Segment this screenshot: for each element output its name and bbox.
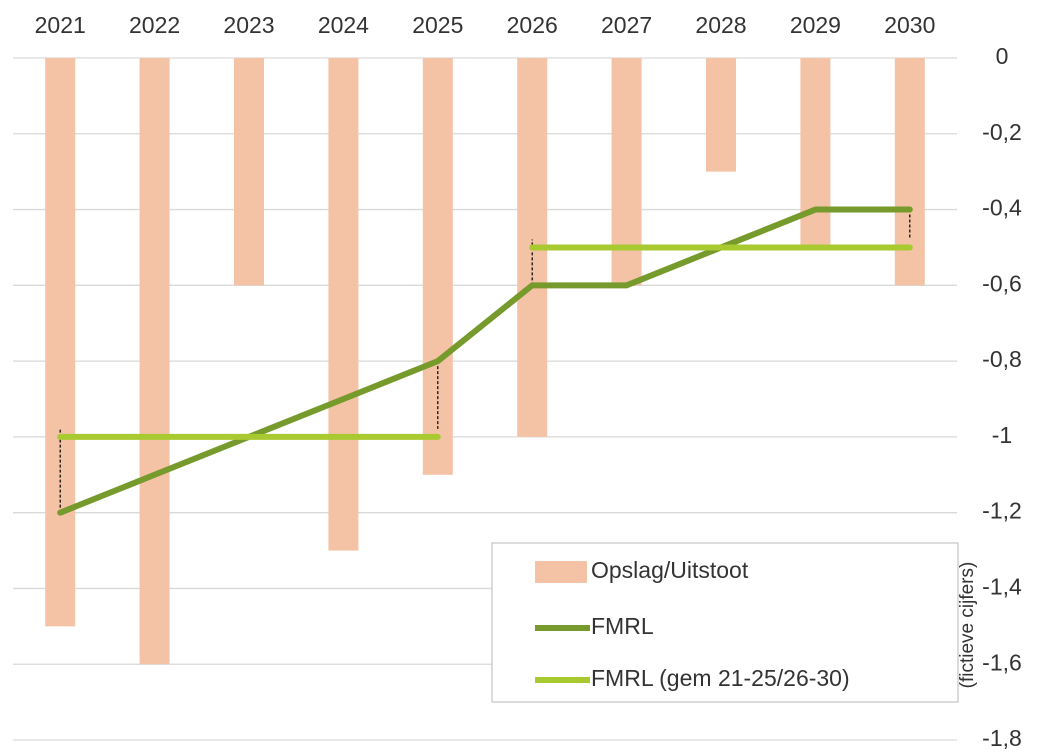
bar [234, 58, 264, 286]
x-tick-label: 2027 [601, 12, 652, 38]
bar [328, 58, 359, 551]
x-tick-label: 2029 [790, 12, 841, 38]
y-tick-label: -1,6 [982, 649, 1022, 675]
y-tick-label: -1,2 [982, 498, 1022, 524]
y-axis-label: (fictieve cijfers) [957, 562, 978, 689]
bar [706, 58, 736, 172]
bar [800, 58, 831, 248]
x-tick-label: 2025 [412, 12, 463, 38]
x-tick-label: 2024 [318, 12, 369, 38]
bar [611, 58, 642, 286]
y-tick-label: -0,4 [982, 195, 1022, 221]
bar [422, 58, 453, 475]
x-tick-label: 2026 [507, 12, 558, 38]
legend-swatch [535, 561, 587, 583]
bar [45, 58, 76, 627]
y-tick-label: -1,8 [982, 725, 1022, 751]
x-tick-label: 2023 [223, 12, 274, 38]
bar [894, 58, 925, 286]
x-tick-label: 2022 [129, 12, 180, 38]
y-tick-label: -1,4 [982, 574, 1022, 600]
line-series [57, 206, 913, 516]
legend-label: FMRL [591, 613, 654, 639]
legend-label: Opslag/Uitstoot [591, 557, 749, 583]
x-tick-label: 2021 [35, 12, 86, 38]
y-tick-label: 0 [996, 43, 1009, 69]
y-tick-label: -0,8 [982, 346, 1022, 372]
y-tick-label: -1 [992, 422, 1012, 448]
x-tick-label: 2028 [695, 12, 746, 38]
y-tick-label: -0,6 [982, 270, 1022, 296]
x-tick-label: 2030 [884, 12, 935, 38]
legend-label: FMRL (gem 21-25/26-30) [591, 665, 850, 691]
bar [139, 58, 170, 665]
y-tick-label: -0,2 [982, 119, 1022, 145]
